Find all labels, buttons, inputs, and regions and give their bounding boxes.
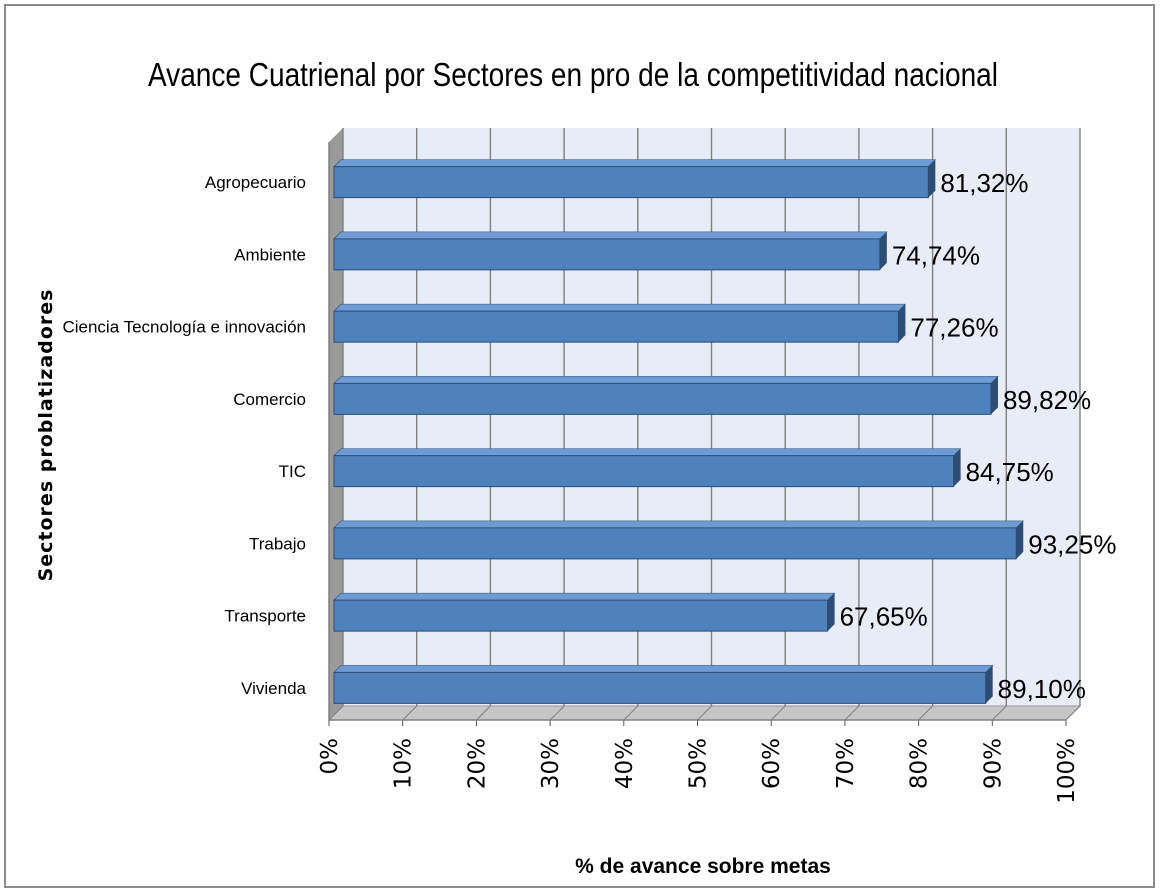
category-label: Agropecuario bbox=[205, 173, 306, 192]
x-tick-label: 80% bbox=[907, 738, 933, 789]
category-label: Trabajo bbox=[249, 534, 306, 553]
gridline-floor bbox=[328, 705, 344, 721]
x-tick-label: 60% bbox=[759, 738, 785, 789]
category-label: Ciencia Tecnología e innovación bbox=[62, 318, 306, 337]
bar bbox=[333, 671, 987, 704]
bar bbox=[333, 310, 899, 343]
bar-top bbox=[333, 376, 999, 384]
bar-side bbox=[898, 304, 906, 343]
y-axis-title: Sectores problatizadores bbox=[35, 289, 57, 582]
bar-side bbox=[827, 593, 835, 632]
chart-title: Avance Cuatrienal por Sectores en pro de… bbox=[148, 56, 998, 93]
bar-top bbox=[333, 159, 937, 167]
category-label: Vivienda bbox=[241, 679, 306, 698]
gridline-floor bbox=[697, 705, 712, 721]
gridline-floor bbox=[402, 705, 418, 721]
x-tick-label: 20% bbox=[464, 738, 490, 789]
data-label: 81,32% bbox=[940, 168, 1028, 198]
plot-side-wall bbox=[329, 128, 343, 720]
bar-top bbox=[333, 303, 907, 312]
bar-side bbox=[879, 231, 887, 270]
data-label: 67,65% bbox=[840, 602, 928, 632]
bar-top bbox=[333, 520, 1024, 529]
bar bbox=[333, 238, 881, 271]
bar-side bbox=[1016, 520, 1024, 559]
data-label: 89,82% bbox=[1003, 385, 1091, 415]
x-tick-label: 10% bbox=[391, 738, 417, 789]
x-tick-label: 0% bbox=[317, 738, 343, 775]
gridline-floor bbox=[918, 705, 933, 721]
bar-top bbox=[333, 231, 888, 240]
gridline-floor bbox=[1065, 705, 1081, 721]
bar bbox=[333, 455, 955, 488]
category-label: Transporte bbox=[224, 607, 306, 626]
gridline-floor bbox=[991, 705, 1007, 721]
category-label: TIC bbox=[279, 462, 306, 481]
x-tick-label: 90% bbox=[980, 738, 1006, 789]
data-label: 74,74% bbox=[892, 240, 980, 270]
data-label: 93,25% bbox=[1028, 529, 1116, 559]
bar bbox=[333, 382, 992, 415]
x-tick-label: 50% bbox=[686, 738, 712, 789]
bar-side bbox=[990, 376, 998, 415]
gridline-floor bbox=[549, 705, 565, 721]
gridline-floor bbox=[476, 705, 491, 721]
bar-top bbox=[333, 592, 836, 601]
gridline-floor bbox=[844, 705, 860, 721]
data-label: 89,10% bbox=[998, 674, 1086, 704]
x-axis-title: % de avance sobre metas bbox=[575, 855, 831, 878]
category-label: Ambiente bbox=[234, 245, 306, 264]
bar-side bbox=[953, 448, 961, 487]
bar bbox=[333, 527, 1017, 560]
bar-side bbox=[928, 159, 936, 198]
bar-top bbox=[333, 448, 962, 456]
bar bbox=[333, 599, 829, 632]
x-tick-label: 100% bbox=[1054, 738, 1080, 804]
bar-top bbox=[333, 665, 994, 673]
gridline-floor bbox=[623, 705, 639, 721]
gridline-floor bbox=[770, 705, 786, 721]
plot-area: 0% 10% 20% 30% 40% 50% 60% 70% 80% 90% 100% 81,32% A… bbox=[62, 128, 1116, 804]
category-label: Comercio bbox=[233, 390, 306, 409]
data-label: 77,26% bbox=[910, 313, 998, 343]
x-tick-label: 40% bbox=[612, 738, 638, 789]
bar bbox=[333, 166, 929, 199]
bar-side bbox=[985, 665, 993, 704]
x-tick-label: 70% bbox=[833, 738, 859, 789]
x-tick-label: 30% bbox=[538, 738, 564, 789]
data-label: 84,75% bbox=[966, 457, 1054, 487]
